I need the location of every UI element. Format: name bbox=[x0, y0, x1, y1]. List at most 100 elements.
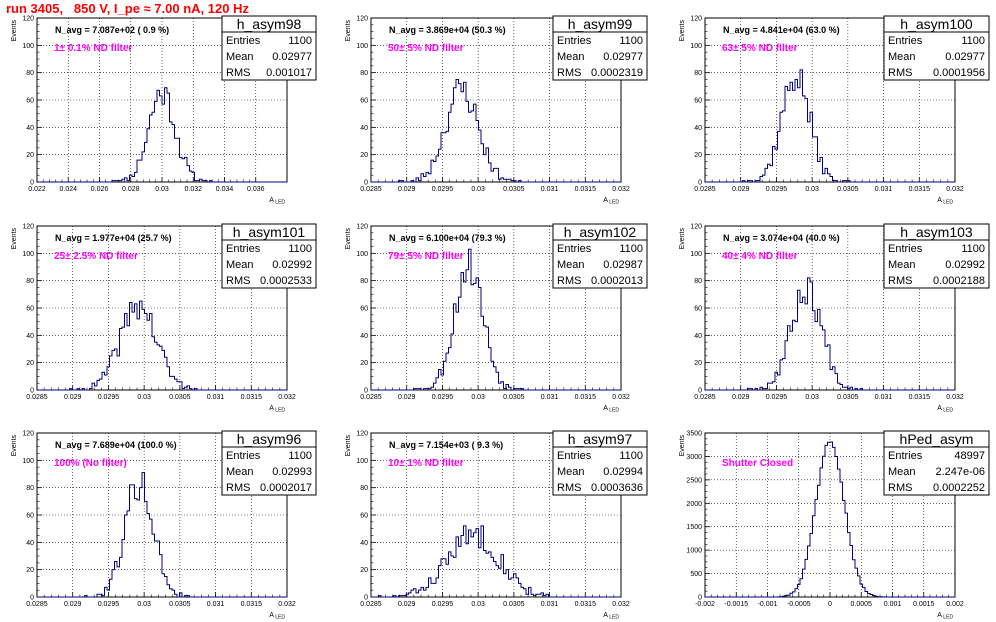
x-axis-title-main: A bbox=[269, 197, 274, 204]
stats-rms-label: RMS bbox=[226, 275, 250, 287]
x-tick-label: 0.0295 bbox=[432, 186, 454, 193]
stats-title: h_asym99 bbox=[568, 16, 633, 32]
stats-box: h_asym98 Entries 1100 Mean 0.02977 RMS 0.00101… bbox=[221, 15, 317, 81]
x-tick-label: 0.0315 bbox=[575, 186, 597, 193]
y-axis-title: Events bbox=[345, 228, 352, 250]
stats-entries-value: 1100 bbox=[619, 450, 643, 462]
x-axis-title: A LED bbox=[603, 197, 619, 206]
x-tick-label: 0.002 bbox=[946, 601, 964, 608]
y-tick-label: 40 bbox=[360, 125, 368, 132]
x-axis-title: A LED bbox=[269, 612, 285, 621]
x-tick-label: 0.0305 bbox=[503, 601, 525, 608]
panel-h_asym101: 0.0285 0.029 0.0295 0.03 0.0305 0.031 0.0315 0.… bbox=[11, 223, 317, 414]
x-tick-label: 0.032 bbox=[278, 601, 296, 608]
x-axis-title: A LED bbox=[937, 197, 953, 206]
x-axis-title-sub: LED bbox=[608, 615, 620, 621]
x-tick-label: 0.034 bbox=[216, 186, 234, 193]
stats-rms-value: 0.0003636 bbox=[591, 482, 643, 494]
y-tick-label: 80 bbox=[26, 70, 34, 77]
y-tick-label: 0 bbox=[698, 180, 702, 187]
panel-hPed_asym: -0.002 -0.0015 -0.001 -0.0005 0 0.0005 0.001 0.… bbox=[679, 430, 990, 621]
stats-rms-label: RMS bbox=[226, 482, 250, 494]
x-tick-label: 0.03 bbox=[471, 394, 485, 401]
x-axis-title-sub: LED bbox=[942, 408, 954, 414]
x-tick-label: 0.0285 bbox=[26, 394, 48, 401]
x-tick-label: 0 bbox=[828, 601, 832, 608]
filter-label: 10± 1% ND filter bbox=[388, 458, 464, 469]
y-tick-label: 0 bbox=[30, 595, 34, 602]
y-tick-label: 80 bbox=[694, 278, 702, 285]
y-tick-label: 100 bbox=[356, 251, 368, 258]
stats-rms-value: 0.0002319 bbox=[591, 67, 643, 79]
y-tick-label: 120 bbox=[690, 16, 702, 23]
y-tick-label: 80 bbox=[26, 485, 34, 492]
x-axis-title-main: A bbox=[937, 612, 942, 619]
x-tick-label: 0.0285 bbox=[26, 601, 48, 608]
stats-entries-label: Entries bbox=[557, 450, 592, 462]
panel-h_asym97: 0.0285 0.029 0.0295 0.03 0.0305 0.031 0.0315 0.… bbox=[345, 430, 648, 621]
stats-box: hPed_asym Entries 48997 Mean 2.247e-06 RMS 0.0… bbox=[883, 430, 990, 496]
x-tick-label: 0.029 bbox=[732, 394, 750, 401]
stats-box: h_asym102 Entries 1100 Mean 0.02987 RMS 0.0002… bbox=[552, 223, 648, 289]
navg-label: N_avg = 7.154e+03 ( 9.3 %) bbox=[389, 440, 503, 450]
x-tick-label: 0.0295 bbox=[98, 601, 120, 608]
x-tick-label: 0.0285 bbox=[360, 394, 382, 401]
x-tick-label: 0.032 bbox=[612, 601, 630, 608]
x-tick-label: 0.0305 bbox=[837, 186, 859, 193]
x-tick-label: 0.0315 bbox=[909, 394, 931, 401]
navg-label: N_avg = 7.689e+04 (100.0 %) bbox=[55, 440, 177, 450]
y-tick-label: 100 bbox=[356, 458, 368, 465]
x-axis-title: A LED bbox=[603, 405, 619, 414]
x-axis-title: A LED bbox=[937, 405, 953, 414]
x-axis-title-main: A bbox=[603, 405, 608, 412]
stats-title: h_asym97 bbox=[568, 431, 633, 447]
x-axis-title-sub: LED bbox=[608, 200, 620, 206]
x-tick-label: 0.032 bbox=[612, 186, 630, 193]
y-tick-label: 20 bbox=[360, 152, 368, 159]
x-axis-title-sub: LED bbox=[942, 200, 954, 206]
stats-frame bbox=[883, 430, 990, 496]
x-tick-label: 0.031 bbox=[875, 186, 893, 193]
stats-rms-label: RMS bbox=[557, 482, 581, 494]
navg-label: N_avg = 1.977e+04 (25.7 %) bbox=[55, 233, 172, 243]
stats-box: h_asym96 Entries 1100 Mean 0.02993 RMS 0.00020… bbox=[221, 430, 317, 496]
stats-rms-label: RMS bbox=[226, 67, 250, 79]
y-tick-label: 3000 bbox=[686, 454, 702, 461]
stats-mean-label: Mean bbox=[226, 51, 254, 63]
y-axis-title: Events bbox=[345, 20, 352, 42]
y-tick-label: 0 bbox=[698, 388, 702, 395]
x-tick-label: 0.0305 bbox=[503, 394, 525, 401]
x-axis-title-sub: LED bbox=[274, 200, 286, 206]
y-tick-label: 1000 bbox=[686, 548, 702, 555]
x-tick-label: 0.032 bbox=[946, 394, 964, 401]
filter-label: 1± 0.1% ND filter bbox=[54, 43, 132, 54]
x-tick-label: 0.029 bbox=[398, 394, 416, 401]
x-tick-label: 0.029 bbox=[732, 186, 750, 193]
stats-title: h_asym103 bbox=[900, 224, 973, 240]
histogram-line bbox=[705, 69, 955, 183]
y-tick-label: 60 bbox=[26, 306, 34, 313]
x-tick-label: 0.031 bbox=[875, 394, 893, 401]
x-tick-label: 0.0315 bbox=[909, 186, 931, 193]
x-tick-label: -0.0015 bbox=[724, 601, 748, 608]
navg-label: N_avg = 4.841e+04 (63.0 %) bbox=[723, 25, 840, 35]
histogram-line bbox=[37, 472, 287, 598]
y-tick-label: 2500 bbox=[686, 477, 702, 484]
run-title: run 3405, 850 V, I_pe ≈ 7.00 nA, 120 Hz bbox=[6, 1, 249, 16]
y-tick-label: 120 bbox=[356, 224, 368, 231]
stats-entries-label: Entries bbox=[888, 35, 923, 47]
y-tick-label: 80 bbox=[694, 70, 702, 77]
filter-label: 25± 2.5% ND filter bbox=[54, 251, 138, 262]
x-tick-label: 0.026 bbox=[91, 186, 109, 193]
stats-frame bbox=[883, 223, 990, 289]
y-tick-label: 120 bbox=[22, 224, 34, 231]
y-tick-label: 40 bbox=[694, 333, 702, 340]
stats-mean-label: Mean bbox=[226, 259, 254, 271]
stats-rms-value: 0.0001956 bbox=[933, 67, 985, 79]
stats-mean-value: 0.02977 bbox=[945, 51, 985, 63]
stats-title: hPed_asym bbox=[900, 431, 974, 447]
x-tick-label: 0.03 bbox=[805, 394, 819, 401]
stats-rms-value: 0.0002017 bbox=[260, 482, 312, 494]
stats-rms-label: RMS bbox=[557, 275, 581, 287]
